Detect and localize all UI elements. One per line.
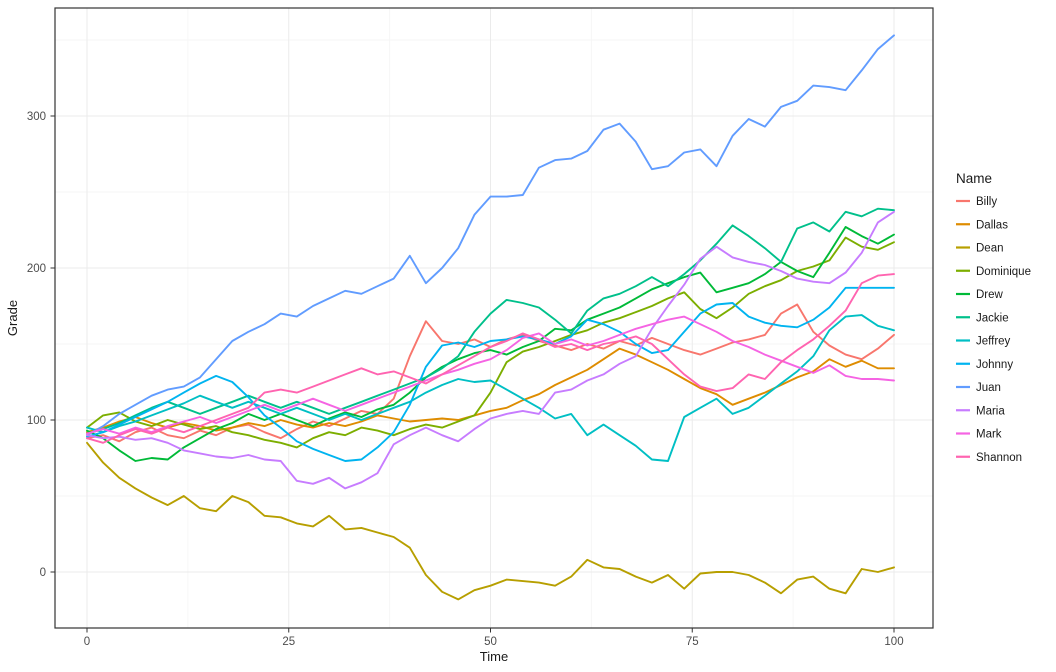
legend-item: Johnny [956, 359, 1013, 371]
y-tick-label: 0 [40, 567, 46, 579]
series-line-shannon [86, 273, 895, 444]
y-tick-label: 100 [27, 415, 46, 427]
axis-ticks [50, 115, 895, 633]
series-line-dominique [86, 236, 895, 449]
panel-border [54, 7, 934, 629]
y-tick-label: 300 [27, 111, 46, 123]
series-line-jeffrey [86, 314, 895, 462]
legend-label-maria: Maria [976, 405, 1005, 417]
x-tick-label: 0 [84, 636, 90, 648]
series-line-jackie [86, 207, 895, 435]
x-tick-label: 50 [484, 636, 497, 648]
legend-label-billy: Billy [976, 196, 997, 208]
legend-item: Dallas [956, 219, 1008, 231]
axis-tick-labels: 0 25 50 75 100 0 100 200 300 [27, 111, 904, 648]
legend-item: Billy [956, 196, 997, 208]
legend-label-shannon: Shannon [976, 452, 1022, 464]
legend-label-johnny: Johnny [976, 359, 1013, 371]
grid-major-lines [55, 8, 933, 628]
legend-title: Name [956, 171, 992, 186]
x-axis-title: Time [480, 649, 508, 664]
series-line-drew [86, 226, 895, 462]
legend-item: Jeffrey [956, 336, 1011, 348]
legend-label-juan: Juan [976, 382, 1001, 394]
legend: Name Billy Dallas Dean Dominique Drew Jackie J… [956, 171, 1031, 464]
series-line-maria [86, 210, 895, 490]
x-tick-label: 100 [884, 636, 903, 648]
series-line-johnny [86, 286, 895, 462]
legend-item: Dean [956, 243, 1004, 255]
legend-item: Maria [956, 405, 1005, 417]
legend-item: Drew [956, 289, 1004, 301]
legend-label-mark: Mark [976, 429, 1002, 441]
legend-item: Shannon [956, 452, 1022, 464]
series-lines [86, 34, 895, 601]
legend-label-jackie: Jackie [976, 312, 1009, 324]
legend-item: Dominique [956, 266, 1031, 278]
y-tick-label: 200 [27, 263, 46, 275]
legend-items: Billy Dallas Dean Dominique Drew Jackie Jeffre… [956, 196, 1031, 464]
legend-label-dominique: Dominique [976, 266, 1031, 278]
legend-label-jeffrey: Jeffrey [976, 336, 1011, 348]
y-axis-title: Grade [5, 300, 20, 336]
series-line-dallas [86, 347, 895, 434]
series-line-mark [86, 315, 895, 435]
legend-item: Mark [956, 429, 1002, 441]
legend-label-dallas: Dallas [976, 219, 1008, 231]
legend-label-dean: Dean [976, 243, 1004, 255]
x-tick-label: 25 [282, 636, 295, 648]
series-line-dean [86, 441, 895, 601]
x-tick-label: 75 [686, 636, 699, 648]
legend-item: Juan [956, 382, 1001, 394]
legend-item: Jackie [956, 312, 1009, 324]
legend-label-drew: Drew [976, 289, 1004, 301]
series-line-juan [86, 34, 895, 437]
